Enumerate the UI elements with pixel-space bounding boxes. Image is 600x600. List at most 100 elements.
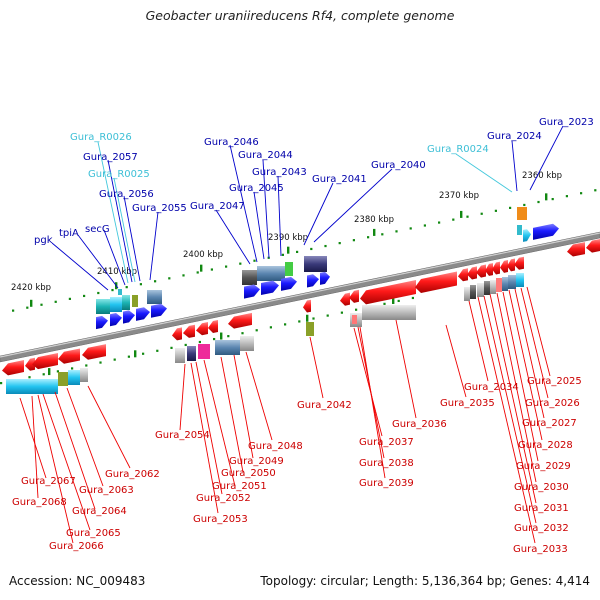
leader-line xyxy=(514,288,545,419)
reverse-gene-arrow xyxy=(58,348,80,364)
gene-label: Gura_2025 xyxy=(527,376,582,387)
leader-line xyxy=(489,293,537,504)
gene-label: Gura_2054 xyxy=(155,430,210,441)
gene-block xyxy=(257,266,285,281)
ruler-dot xyxy=(324,244,327,248)
upper-leader-lines xyxy=(51,125,564,291)
ruler-dot xyxy=(241,332,244,335)
ruler-dot xyxy=(139,283,142,286)
leader-line xyxy=(253,191,265,260)
ruler-dot xyxy=(409,227,412,230)
gene-block xyxy=(484,281,490,295)
gene-label: Gura_2057 xyxy=(83,152,138,163)
gene-label: Gura_2056 xyxy=(99,189,154,200)
gene-block xyxy=(147,290,162,304)
ruler-dot xyxy=(310,247,313,251)
gene-label: Gura_2044 xyxy=(238,150,293,161)
reverse-gene-arrow xyxy=(208,319,218,333)
rna-block xyxy=(517,225,522,235)
gene-label: Gura_2048 xyxy=(248,441,303,452)
gene-block xyxy=(96,299,110,314)
gene-label: Gura_2032 xyxy=(514,523,569,534)
ruler-label-2420: 2420 kbp xyxy=(11,283,51,293)
gene-block xyxy=(490,280,496,294)
leader-line xyxy=(179,363,186,431)
gene-label: Gura_2042 xyxy=(297,400,352,411)
leader-line xyxy=(445,324,467,398)
reverse-gene-arrow xyxy=(492,261,500,275)
gene-block xyxy=(508,275,516,289)
leader-line xyxy=(77,234,119,289)
reverse-gene-arrow xyxy=(500,259,508,273)
gene-block xyxy=(285,262,293,276)
leader-line xyxy=(107,159,133,283)
gene-label: pgk xyxy=(34,235,53,246)
ruler-dot xyxy=(40,303,43,306)
gene-label: Gura_2063 xyxy=(79,485,134,496)
gene-label: Gura_R0024 xyxy=(427,144,489,155)
gene-label: Gura_2050 xyxy=(221,468,276,479)
gene-label: Gura_2067 xyxy=(21,476,76,487)
leader-line xyxy=(87,385,131,469)
reverse-gene-arrow xyxy=(514,256,524,270)
ruler-dot xyxy=(239,262,242,265)
gene-block xyxy=(242,270,257,285)
leader-line xyxy=(511,140,518,192)
ruler-dot xyxy=(312,317,315,320)
ruler-tick xyxy=(134,350,137,358)
gene-block xyxy=(502,277,508,291)
ruler-dot xyxy=(594,189,597,192)
ruler-label-2410: 2410 kbp xyxy=(97,267,137,277)
gene-label: Gura_2038 xyxy=(359,458,414,469)
reverse-gene-arrow xyxy=(467,266,477,280)
ruler-label-2370: 2370 kbp xyxy=(439,191,479,201)
gene-label: Gura_R0026 xyxy=(70,132,132,143)
ruler-dot xyxy=(170,346,173,349)
ruler-dot xyxy=(269,326,272,329)
ruler-dot xyxy=(156,349,159,352)
forward-gene-arrow xyxy=(307,274,319,288)
forward-gene-arrow xyxy=(136,307,150,321)
leader-line xyxy=(468,300,489,382)
ruler-dot xyxy=(494,209,497,212)
gene-block xyxy=(110,297,122,312)
reverse-gene-arrow xyxy=(349,289,359,303)
lower-labels: Gura_2067 Gura_2068 Gura_2063 Gura_2064 … xyxy=(12,376,582,555)
leader-line xyxy=(190,362,219,514)
ruler-tick xyxy=(460,210,463,218)
reverse-gene-arrow xyxy=(360,280,416,305)
reverse-gene-arrow xyxy=(82,344,106,360)
ruler-dot xyxy=(281,253,284,256)
leader-line xyxy=(353,327,383,437)
ruler-dot xyxy=(28,376,31,379)
ruler-dot xyxy=(537,200,540,204)
gene-label: Gura_2027 xyxy=(522,418,577,429)
leader-line xyxy=(502,291,539,462)
ruler-dot xyxy=(99,361,102,364)
gene-label: Gura_2045 xyxy=(229,183,284,194)
reverse-gene-arrow xyxy=(415,271,457,293)
leader-line xyxy=(203,359,236,487)
gene-label: Gura_2039 xyxy=(359,478,414,489)
forward-gene-arrow xyxy=(110,313,122,327)
ruler-dot xyxy=(97,291,100,295)
leader-line xyxy=(277,175,282,257)
reverse-features xyxy=(6,273,524,394)
ruler-dot xyxy=(168,277,171,280)
ruler-label-2380: 2380 kbp xyxy=(354,215,394,225)
ruler-dot xyxy=(26,306,29,309)
ruler-dot xyxy=(85,364,88,367)
gene-block xyxy=(240,336,254,351)
ruler-dot xyxy=(438,221,441,224)
ruler-dot xyxy=(551,197,554,201)
leader-line xyxy=(233,354,254,459)
ruler-dot xyxy=(523,203,526,207)
ruler-dot xyxy=(326,314,329,317)
ruler-dot xyxy=(509,206,512,209)
ruler-tick xyxy=(545,193,548,201)
gene-label: Gura_2049 xyxy=(229,456,284,467)
forward-gene-arrow xyxy=(320,271,330,285)
ruler-dot xyxy=(154,280,157,283)
topology-text: Topology: circular; Length: 5,136,364 bp… xyxy=(260,574,590,588)
